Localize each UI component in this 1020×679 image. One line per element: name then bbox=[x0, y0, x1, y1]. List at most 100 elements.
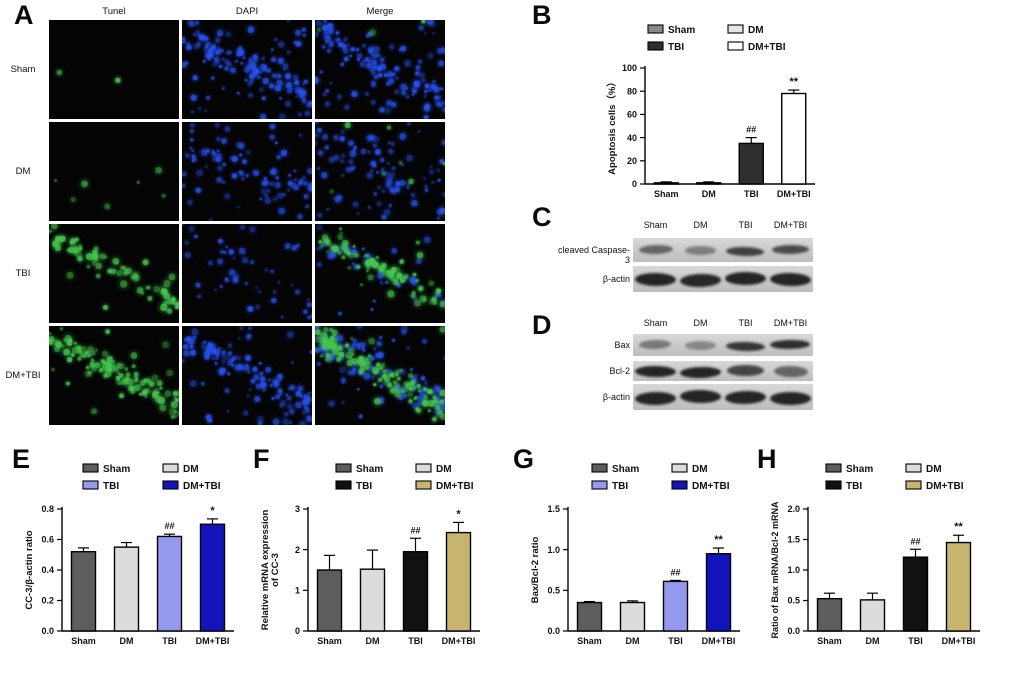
column-header-dapi: DAPI bbox=[235, 6, 259, 17]
significance-dm-tbi: * bbox=[456, 508, 461, 520]
x-tick-label-dm: DM bbox=[866, 636, 880, 646]
legend-label-dm-tbi: DM+TBI bbox=[748, 42, 786, 53]
legend-label-tbi: TBI bbox=[356, 481, 372, 492]
bax-bcl2-mrna-ratio-chart: Sham DM TBI DM+TBI 0.0 0.5 1.0 1.5 2.0 Ratio of B… bbox=[770, 463, 980, 646]
micrograph-dm-tbi-dapi bbox=[182, 326, 312, 425]
panel-e-label: E bbox=[12, 444, 31, 474]
legend-swatch-tbi bbox=[647, 41, 664, 51]
y-tick-label: 20 bbox=[627, 156, 637, 166]
micrograph-tbi-tunel bbox=[49, 224, 179, 323]
legend-swatch-tbi bbox=[825, 480, 842, 490]
bar-tbi bbox=[402, 550, 429, 632]
legend-label-dm-tbi: DM+TBI bbox=[926, 481, 964, 492]
x-tick-label-dm-tbi: DM+TBI bbox=[777, 189, 811, 199]
blot-strip-cleaved-caspase-3 bbox=[633, 238, 813, 262]
blot-row-label-cleaved-caspase-3: cleaved Caspase-3 bbox=[557, 245, 630, 265]
y-tick-label: 1.0 bbox=[547, 545, 560, 555]
bax-bcl2-ratio-chart: Sham DM TBI DM+TBI 0.0 0.5 1.0 1.5 Bax/Bcl-2 rat… bbox=[530, 463, 740, 646]
lane-header-dm: DM bbox=[693, 318, 708, 328]
bar-dm bbox=[359, 568, 386, 632]
significance-dm-tbi: ** bbox=[954, 521, 963, 533]
bar-tbi bbox=[156, 535, 183, 632]
lane-header-dm-tbi: DM+TBI bbox=[773, 220, 808, 230]
significance-tbi: ## bbox=[746, 125, 756, 135]
legend-swatch-dm-tbi bbox=[727, 41, 744, 51]
x-tick-label-sham: Sham bbox=[317, 636, 342, 646]
legend-swatch-sham bbox=[335, 463, 352, 473]
bar-sham bbox=[653, 182, 679, 185]
blot-band-cleaved-caspase-3-dm bbox=[684, 245, 717, 255]
significance-dm-tbi: ** bbox=[714, 534, 723, 546]
legend-label-tbi: TBI bbox=[846, 481, 862, 492]
blot-band-bcl-2-dm bbox=[679, 365, 722, 379]
blot-band-cleaved-caspase-3-dm-tbi bbox=[771, 244, 810, 254]
blot-strip-bcl-2 bbox=[633, 361, 813, 381]
blot-band--actin-dm bbox=[680, 272, 721, 288]
blot-band-bax-dm bbox=[685, 340, 716, 350]
legend-label-sham: Sham bbox=[612, 464, 639, 475]
x-tick-label-tbi: TBI bbox=[908, 636, 923, 646]
x-tick-label-dm-tbi: DM+TBI bbox=[196, 636, 230, 646]
bar-sham bbox=[816, 597, 843, 632]
legend-swatch-dm bbox=[415, 463, 432, 473]
row-label-sham: Sham bbox=[10, 64, 36, 75]
y-axis-title: CC-3/β-actin ratio bbox=[24, 530, 35, 609]
blot-band--actin-sham bbox=[634, 391, 677, 405]
bar-tbi bbox=[738, 142, 764, 185]
legend-swatch-dm-tbi bbox=[415, 480, 432, 490]
blot-band-cleaved-caspase-3-tbi bbox=[726, 245, 765, 257]
x-tick-label-dm: DM bbox=[626, 636, 640, 646]
micrograph-tbi-merge bbox=[315, 224, 445, 323]
y-tick-label: 1 bbox=[295, 586, 300, 596]
micrograph-tbi-dapi bbox=[182, 224, 312, 323]
row-label-tbi: TBI bbox=[15, 268, 31, 279]
blot-band-bax-dm-tbi bbox=[770, 339, 811, 349]
micrograph-dm-tunel bbox=[49, 122, 179, 221]
row-label-dm: DM bbox=[15, 166, 31, 177]
blot-band-bax-tbi bbox=[725, 340, 766, 352]
panel-a-label: A bbox=[14, 0, 34, 30]
apoptosis-cells-chart: Sham DM TBI DM+TBI 0 20 40 60 80 100 Apoptosis cel… bbox=[606, 24, 815, 199]
bar-dm-tbi bbox=[445, 531, 472, 632]
blot-band-bcl-2-sham bbox=[634, 365, 677, 377]
lane-header-sham: Sham bbox=[643, 220, 668, 230]
legend-label-tbi: TBI bbox=[668, 42, 684, 53]
bar-dm-tbi bbox=[705, 553, 732, 632]
blot-strip--actin bbox=[633, 266, 813, 292]
legend-label-dm: DM bbox=[748, 25, 764, 36]
micrograph-dm-tbi-merge bbox=[315, 326, 445, 425]
blot-band-cleaved-caspase-3-sham bbox=[638, 244, 673, 254]
legend-swatch-dm bbox=[905, 463, 922, 473]
y-tick-label: 1.5 bbox=[787, 535, 800, 545]
x-tick-label-dm-tbi: DM+TBI bbox=[942, 636, 976, 646]
bar-sham bbox=[576, 601, 603, 632]
column-header-merge: Merge bbox=[366, 6, 394, 17]
y-tick-label: 0.6 bbox=[41, 535, 54, 545]
blot-strip--actin bbox=[633, 384, 813, 410]
blot-band-bcl-2-dm-tbi bbox=[773, 365, 808, 377]
bar-tbi bbox=[902, 556, 929, 632]
y-tick-label: 60 bbox=[627, 110, 637, 120]
y-axis-title: Ratio of Bax mRNA/Bcl-2 mRNA bbox=[770, 501, 780, 639]
micrograph-dm-dapi bbox=[182, 122, 312, 221]
y-tick-label: 0.5 bbox=[547, 586, 560, 596]
lane-header-tbi: TBI bbox=[738, 318, 753, 328]
y-axis-title: Apoptosis cells（%） bbox=[606, 77, 618, 175]
bar-sham bbox=[70, 550, 97, 632]
bar-sham bbox=[316, 569, 343, 632]
bar-dm bbox=[859, 599, 886, 632]
lane-header-dm-tbi: DM+TBI bbox=[773, 318, 808, 328]
blot-band-bax-sham bbox=[639, 339, 672, 349]
y-tick-label: 3 bbox=[295, 504, 300, 514]
y-tick-label: 80 bbox=[627, 86, 637, 96]
x-tick-label-dm-tbi: DM+TBI bbox=[442, 636, 476, 646]
x-tick-label-sham: Sham bbox=[71, 636, 96, 646]
y-tick-label: 0.0 bbox=[787, 626, 800, 636]
bax-bcl2-western-blot: Sham DM TBI DM+TBI Bax Bcl-2 β-actin bbox=[556, 316, 856, 431]
micrograph-dm-tbi-tunel bbox=[49, 326, 179, 425]
significance-tbi: ## bbox=[670, 567, 680, 577]
significance-tbi: ## bbox=[910, 536, 920, 546]
y-tick-label: 0.0 bbox=[41, 626, 54, 636]
y-tick-label: 100 bbox=[622, 63, 637, 73]
x-tick-label-tbi: TBI bbox=[162, 636, 177, 646]
